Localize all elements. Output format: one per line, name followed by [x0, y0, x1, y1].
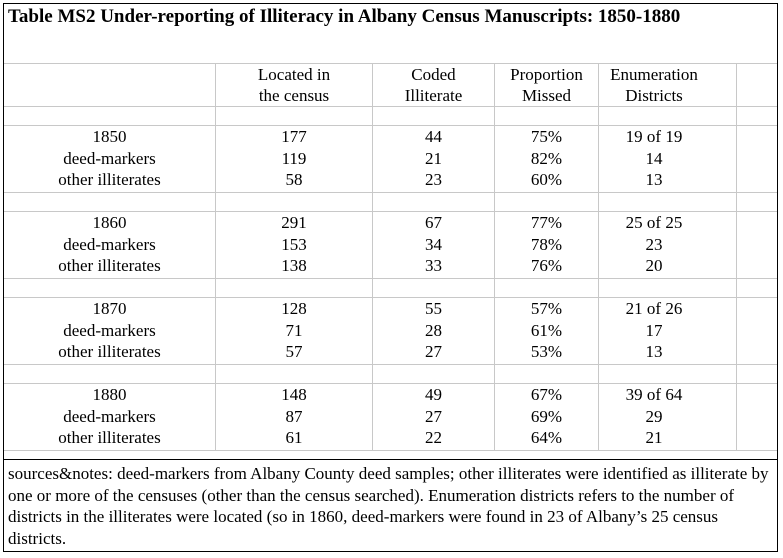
- notes-divider: [3, 459, 778, 460]
- grid-line: [372, 63, 373, 450]
- grid-line: [3, 297, 778, 298]
- header-enumeration-line2: Districts: [625, 86, 683, 105]
- sources-notes: sources&notes: deed-markers from Albany …: [8, 464, 769, 548]
- header-proportion: Proportion Missed: [495, 64, 598, 106]
- grid-line: [598, 63, 599, 450]
- grid-line: [3, 192, 778, 193]
- cell-enumeration-districts: 29: [645, 406, 663, 426]
- grid-line: [3, 125, 778, 126]
- grid-line: [3, 211, 778, 212]
- cell-coded: 27: [425, 342, 442, 362]
- row-label: 1870: [92, 299, 127, 318]
- cell-enumeration-districts: 13: [645, 342, 663, 362]
- cell-enumeration-districts: 19 of 19: [625, 127, 683, 146]
- cell-proportion-missed: 57%: [530, 299, 563, 318]
- cell-proportion-missed: 64%: [530, 428, 563, 448]
- cell-enumeration-districts: 39 of 64: [625, 385, 683, 404]
- grid-line: [3, 63, 778, 64]
- cell-coded: 34: [425, 234, 442, 254]
- header-enumeration: Enumeration Districts: [599, 64, 709, 106]
- cell-proportion-missed: 69%: [530, 406, 563, 426]
- cell-proportion-missed: 53%: [530, 342, 563, 362]
- cell-located: 291: [281, 213, 307, 232]
- cell-proportion-missed: 82%: [530, 148, 563, 168]
- cell-proportion-missed: 78%: [530, 234, 563, 254]
- cell-located: 119: [281, 148, 307, 168]
- cell-located: 177: [281, 127, 307, 146]
- cell-coded: 28: [425, 320, 442, 340]
- row-label: deed-markers: [63, 406, 156, 426]
- cell-coded: 23: [425, 170, 442, 190]
- grid-line: [3, 383, 778, 384]
- grid-line: [215, 63, 216, 450]
- header-located: Located in the census: [216, 64, 372, 106]
- header-proportion-line2: Missed: [521, 86, 572, 105]
- table-border: [3, 3, 778, 4]
- row-label: 1850: [92, 127, 127, 146]
- cell-coded: 21: [425, 148, 442, 168]
- row-label: deed-markers: [63, 234, 156, 254]
- cell-proportion-missed: 76%: [530, 256, 563, 276]
- cell-proportion-missed: 75%: [530, 127, 563, 146]
- cell-enumeration-districts: 21 of 26: [625, 299, 683, 318]
- cell-coded: 49: [425, 385, 442, 404]
- header-coded-line1: Coded: [411, 65, 456, 84]
- row-label: other illiterates: [58, 342, 161, 362]
- row-label: 1860: [92, 213, 127, 232]
- cell-coded: 44: [425, 127, 442, 146]
- cell-coded: 67: [425, 213, 442, 232]
- header-coded: Coded Illiterate: [373, 64, 494, 106]
- cell-located: 57: [285, 342, 303, 362]
- header-coded-line2: Illiterate: [404, 86, 463, 105]
- table-border: [3, 3, 4, 552]
- table-border: [777, 3, 778, 552]
- row-label: deed-markers: [63, 148, 156, 168]
- row-label: deed-markers: [63, 320, 156, 340]
- grid-line: [3, 278, 778, 279]
- cell-enumeration-districts: 13: [645, 170, 663, 190]
- cell-coded: 55: [425, 299, 442, 318]
- cell-located: 58: [285, 170, 303, 190]
- cell-enumeration-districts: 17: [645, 320, 663, 340]
- cell-coded: 27: [425, 406, 442, 426]
- cell-located: 138: [281, 256, 307, 276]
- cell-proportion-missed: 77%: [530, 213, 563, 232]
- grid-line: [3, 106, 778, 107]
- header-located-line1: Located in: [257, 65, 331, 84]
- cell-enumeration-districts: 25 of 25: [625, 213, 683, 232]
- grid-line: [3, 450, 778, 451]
- cell-located: 71: [285, 320, 303, 340]
- header-enumeration-line1: Enumeration: [610, 65, 698, 84]
- cell-enumeration-districts: 23: [645, 234, 663, 254]
- cell-located: 153: [281, 234, 307, 254]
- grid-line: [494, 63, 495, 450]
- cell-proportion-missed: 61%: [530, 320, 563, 340]
- grid-line: [3, 364, 778, 365]
- row-label: other illiterates: [58, 170, 161, 190]
- cell-proportion-missed: 60%: [530, 170, 563, 190]
- cell-located: 87: [285, 406, 303, 426]
- cell-located: 128: [281, 299, 307, 318]
- row-label: other illiterates: [58, 428, 161, 448]
- cell-enumeration-districts: 21: [645, 428, 663, 448]
- row-label: other illiterates: [58, 256, 161, 276]
- cell-located: 61: [285, 428, 303, 448]
- cell-located: 148: [281, 385, 307, 404]
- grid-line: [736, 63, 737, 450]
- cell-coded: 33: [425, 256, 442, 276]
- table-title: Table MS2 Under-reporting of Illiteracy …: [8, 6, 681, 27]
- cell-proportion-missed: 67%: [530, 385, 563, 404]
- cell-coded: 22: [425, 428, 442, 448]
- table-border: [3, 551, 778, 552]
- cell-enumeration-districts: 14: [645, 148, 663, 168]
- cell-enumeration-districts: 20: [645, 256, 663, 276]
- header-proportion-line1: Proportion: [510, 65, 583, 84]
- header-located-line2: the census: [258, 86, 330, 105]
- row-label: 1880: [92, 385, 127, 404]
